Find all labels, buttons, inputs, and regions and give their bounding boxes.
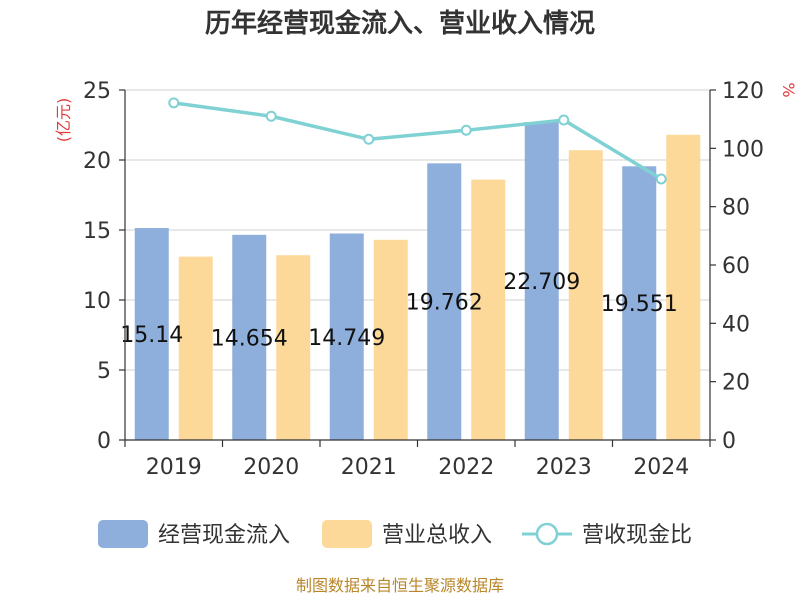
bar-cash-inflow bbox=[524, 122, 559, 440]
ratio-point bbox=[655, 173, 667, 185]
bars bbox=[134, 122, 701, 441]
ratio-point bbox=[168, 97, 180, 109]
bar-revenue bbox=[178, 256, 213, 440]
x-axis-tick-label: 2024 bbox=[633, 455, 689, 480]
bar-revenue bbox=[373, 239, 408, 440]
bar-cash-inflow bbox=[427, 163, 462, 440]
right-axis-tick-label: 100 bbox=[722, 137, 764, 162]
right-axis-tick-label: 20 bbox=[722, 371, 750, 396]
bar-cash-inflow bbox=[232, 234, 267, 440]
legend-line-marker bbox=[535, 522, 559, 546]
data-label: 19.762 bbox=[406, 291, 483, 316]
left-axis-tick-label: 20 bbox=[83, 149, 111, 174]
data-label: 19.551 bbox=[601, 292, 678, 317]
x-axis-tick-label: 2020 bbox=[243, 455, 299, 480]
legend-swatch bbox=[98, 520, 148, 548]
bar-cash-inflow bbox=[622, 166, 657, 440]
left-axis-tick-label: 15 bbox=[83, 219, 111, 244]
data-label: 14.749 bbox=[308, 326, 385, 351]
legend-label: 经营现金流入 bbox=[158, 523, 290, 548]
ratio-line bbox=[168, 97, 667, 185]
bar-revenue bbox=[568, 150, 603, 440]
ratio-point bbox=[460, 124, 472, 136]
x-axis-tick-label: 2019 bbox=[146, 455, 202, 480]
ratio-line-path bbox=[173, 101, 663, 181]
legend-swatch bbox=[322, 520, 372, 548]
right-axis-tick-label: 60 bbox=[722, 254, 750, 279]
ratio-point bbox=[363, 133, 375, 145]
legend-label: 营收现金比 bbox=[582, 523, 692, 548]
right-axis-tick-label: 120 bbox=[722, 79, 764, 104]
axes: 0 5 10 15 20 25 0 20 40 60 80 100 120 2019 2020 2021 202… bbox=[83, 79, 764, 480]
bar-revenue bbox=[471, 179, 506, 440]
right-axis-tick-label: 40 bbox=[722, 312, 750, 337]
right-axis-unit: % bbox=[779, 82, 798, 97]
left-axis-unit: (亿元) bbox=[54, 98, 73, 143]
data-label: 22.709 bbox=[503, 270, 580, 295]
bar-revenue bbox=[276, 255, 311, 440]
data-label: 14.654 bbox=[211, 326, 288, 351]
left-axis-tick-label: 0 bbox=[97, 429, 111, 454]
data-labels: 15.14 14.654 14.749 19.762 22.709 19.551 bbox=[120, 270, 677, 351]
footer-source: 制图数据来自恒生聚源数据库 bbox=[296, 576, 504, 595]
right-axis-tick-label: 80 bbox=[722, 196, 750, 221]
bar-revenue bbox=[666, 134, 701, 441]
x-axis-tick-label: 2021 bbox=[341, 455, 397, 480]
bar-cash-inflow bbox=[134, 228, 169, 440]
ratio-point bbox=[558, 114, 570, 126]
left-axis-tick-label: 25 bbox=[83, 79, 111, 104]
chart-title: 历年经营现金流入、营业收入情况 bbox=[205, 8, 595, 39]
bar-cash-inflow bbox=[329, 233, 364, 440]
right-axis-tick-label: 0 bbox=[722, 429, 736, 454]
legend: 经营现金流入 营业总收入 营收现金比 bbox=[98, 520, 692, 548]
ratio-point bbox=[265, 110, 277, 122]
data-label: 15.14 bbox=[120, 323, 183, 348]
left-axis-tick-label: 10 bbox=[83, 289, 111, 314]
left-axis-tick-label: 5 bbox=[97, 359, 111, 384]
x-axis-tick-label: 2023 bbox=[536, 455, 592, 480]
x-axis-tick-label: 2022 bbox=[438, 455, 494, 480]
legend-label: 营业总收入 bbox=[382, 523, 492, 548]
